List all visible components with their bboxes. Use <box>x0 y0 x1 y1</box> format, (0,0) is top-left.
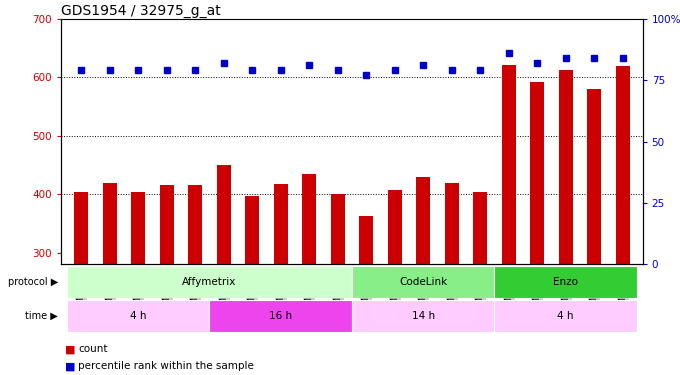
Bar <box>587 89 601 375</box>
Text: protocol ▶: protocol ▶ <box>7 277 58 287</box>
Bar <box>494 300 637 332</box>
Bar <box>494 266 637 298</box>
Text: GDS1954 / 32975_g_at: GDS1954 / 32975_g_at <box>61 4 221 18</box>
Bar <box>131 192 146 375</box>
Text: percentile rank within the sample: percentile rank within the sample <box>78 361 254 371</box>
Bar <box>558 70 573 375</box>
Text: time ▶: time ▶ <box>25 311 58 321</box>
Text: count: count <box>78 344 107 354</box>
Text: 16 h: 16 h <box>269 311 292 321</box>
Text: ■: ■ <box>65 344 75 354</box>
Text: ■: ■ <box>65 361 75 371</box>
Bar <box>216 165 231 375</box>
Text: 4 h: 4 h <box>558 311 574 321</box>
Text: 14 h: 14 h <box>411 311 435 321</box>
Bar <box>74 192 88 375</box>
Bar <box>209 300 352 332</box>
Bar <box>388 189 402 375</box>
Text: Affymetrix: Affymetrix <box>182 277 237 287</box>
Bar <box>473 192 488 375</box>
Bar <box>103 183 117 375</box>
Bar <box>530 82 544 375</box>
Bar <box>67 300 209 332</box>
Bar <box>615 66 630 375</box>
Bar <box>352 266 494 298</box>
Bar <box>416 177 430 375</box>
Bar <box>245 196 259 375</box>
Bar <box>302 174 316 375</box>
Bar <box>273 184 288 375</box>
Bar <box>502 65 515 375</box>
Text: 4 h: 4 h <box>130 311 146 321</box>
Bar <box>352 300 494 332</box>
Bar <box>359 216 373 375</box>
Bar <box>160 185 174 375</box>
Text: CodeLink: CodeLink <box>399 277 447 287</box>
Bar <box>67 266 352 298</box>
Bar <box>188 185 202 375</box>
Text: Enzo: Enzo <box>553 277 578 287</box>
Bar <box>445 183 459 375</box>
Bar <box>330 194 345 375</box>
